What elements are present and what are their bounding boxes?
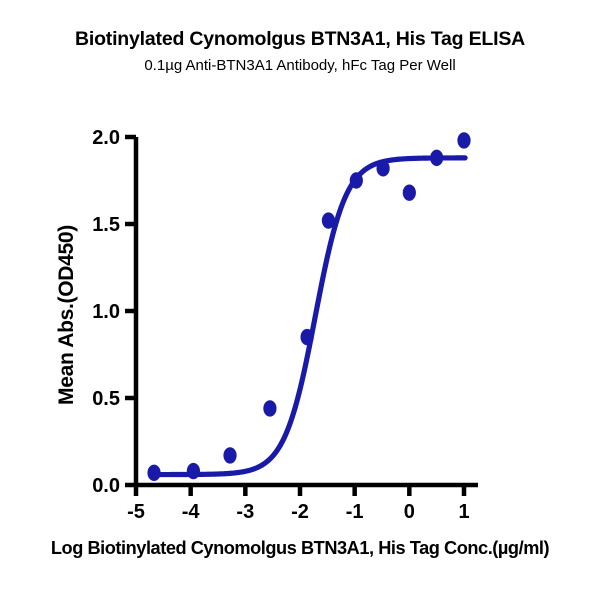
y-tick-label: 1.0	[92, 301, 120, 323]
x-tick-group: -5 -4 -3 -2 -1 0 1	[127, 485, 470, 523]
data-point	[349, 172, 363, 189]
data-point	[430, 149, 444, 167]
x-tick-label: -1	[346, 501, 364, 523]
x-tick-label: -5	[127, 501, 145, 523]
chart-title: Biotinylated Cynomolgus BTN3A1, His Tag …	[74, 28, 526, 50]
data-point	[300, 328, 314, 346]
x-tick-label: -3	[236, 501, 254, 523]
data-point	[376, 160, 390, 177]
data-point	[147, 464, 161, 482]
axes-group	[133, 137, 478, 488]
data-point	[402, 184, 416, 201]
data-point	[186, 462, 200, 480]
y-tick-label: 1.5	[92, 214, 120, 236]
data-point	[321, 212, 336, 229]
x-tick-label: 0	[404, 501, 415, 523]
data-points-group	[147, 132, 471, 482]
x-tick-label: -4	[182, 501, 201, 523]
y-tick-group: 0.0 0.5 1.0 1.5 2.0	[92, 127, 136, 497]
x-axis-label: Log Biotinylated Cynomolgus BTN3A1, His …	[50, 538, 550, 558]
data-point	[223, 447, 237, 464]
y-tick-label: 0.5	[92, 388, 120, 410]
fit-curve	[148, 155, 468, 478]
data-point	[263, 400, 277, 417]
y-tick-label: 0.0	[92, 475, 120, 497]
y-tick-label: 2.0	[92, 127, 120, 149]
title-block: Biotinylated Cynomolgus BTN3A1, His Tag …	[0, 28, 600, 75]
x-tick-label: 1	[458, 501, 469, 523]
x-tick-label: -2	[291, 501, 309, 523]
chart-subtitle: 0.1µg Anti-BTN3A1 Antibody, hFc Tag Per …	[144, 57, 456, 75]
data-point	[457, 132, 471, 149]
